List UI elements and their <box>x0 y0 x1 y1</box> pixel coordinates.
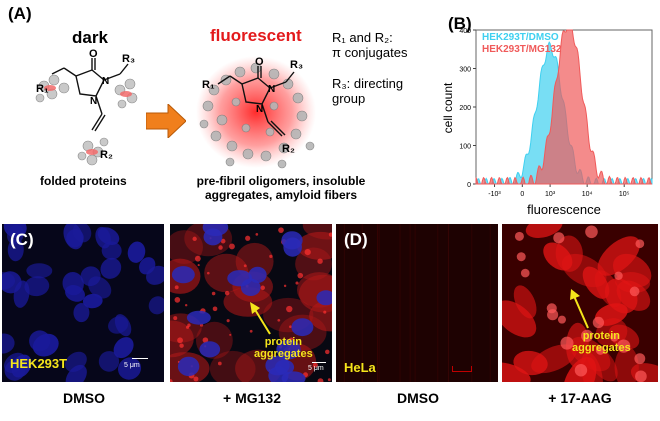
r3-legend-line2: group <box>332 91 366 106</box>
hek293t-dmso-image: (C) HEK293T 5 μm <box>2 224 164 382</box>
x-tick-label: 10⁵ <box>619 191 630 198</box>
ring-n-atom-fluor-1: N <box>268 84 275 95</box>
r2-substituent-label-fluor: R₂ <box>282 143 295 155</box>
panel-d-label: (D) <box>344 230 368 249</box>
cell-line-label-hela: HeLa <box>344 360 376 375</box>
x-tick-label: -10³ <box>488 191 501 198</box>
scale-bar-left <box>132 358 148 359</box>
carbonyl-oxygen-atom-fluor: O <box>255 56 264 68</box>
ring-n-atom-1: N <box>102 76 109 87</box>
x-axis-label: fluorescence <box>527 202 601 217</box>
r12-legend-line2: π conjugates <box>332 45 408 60</box>
scale-bar-hela <box>452 366 472 372</box>
r1-substituent-label-fluor: R₁ <box>202 79 215 91</box>
annotation-c-line1: protein <box>264 336 302 348</box>
scale-bar-text-right: 5 μm <box>308 365 324 372</box>
hela-dmso-image: (D) HeLa <box>336 224 498 382</box>
protein-aggregates-annotation-d: protein aggregates <box>572 330 631 354</box>
cell-line-label-hek293t: HEK293T <box>10 356 68 371</box>
aggregates-caption: pre-fibril oligomers, insoluble aggregat… <box>196 174 366 202</box>
y-tick-label: 200 <box>459 105 471 112</box>
hela-17aag-image: protein aggregates <box>502 224 658 382</box>
legend-mg132: HEK293T/MG132 <box>482 44 562 55</box>
annotation-c-line2: aggregates <box>254 348 313 360</box>
r1-substituent-label: R₁ <box>36 83 49 95</box>
r12-legend: R₁ and R₂: π conjugates <box>332 30 407 60</box>
hek293t-mg132-image: protein aggregates 5 μm <box>170 224 332 382</box>
y-tick-label: 0 <box>467 182 471 189</box>
panel-b-label: (B) <box>448 14 472 33</box>
aggregates-caption-line2: aggregates, amyloid fibers <box>204 188 358 202</box>
caption-17aag: + 17-AAG <box>548 390 612 406</box>
y-axis-label: cell count <box>441 82 455 133</box>
aggregates-caption-line1: pre-fibril oligomers, insoluble <box>196 174 366 188</box>
caption-dmso-d: DMSO <box>397 390 439 406</box>
annotation-d-line1: protein <box>582 330 620 342</box>
x-tick-label: 10³ <box>545 191 556 198</box>
right-arrow-icon <box>146 104 186 138</box>
r3-legend-line1: R₃: directing <box>332 76 404 91</box>
y-tick-label: 100 <box>459 144 471 151</box>
y-tick-label: 300 <box>459 67 471 74</box>
protein-aggregates-annotation-c: protein aggregates <box>254 336 313 360</box>
folded-proteins-caption: folded proteins <box>40 174 127 188</box>
x-tick-label: 10⁴ <box>582 191 593 198</box>
fluorescent-state-label: fluorescent <box>210 26 302 45</box>
caption-dmso-c: DMSO <box>63 390 105 406</box>
panel-a-label: (A) <box>8 4 32 23</box>
ring-n-atom-2: N <box>90 96 97 107</box>
carbonyl-oxygen-atom: O <box>89 48 98 60</box>
dark-chromophore-structure: O N N R₁ R₃ R₂ <box>35 48 138 166</box>
legend-dmso: HEK293T/DMSO <box>482 32 559 43</box>
annotation-arrow-icon <box>250 302 271 335</box>
caption-mg132: + MG132 <box>223 390 281 406</box>
r3-substituent-label: R₃ <box>122 53 135 65</box>
fluorescent-chromophore-structure: O N N R₁ R₃ R₂ <box>196 56 316 169</box>
histogram-series-mg132 <box>475 29 652 185</box>
r2-substituent-label: R₂ <box>100 149 113 161</box>
panel-c-label: (C) <box>10 230 34 249</box>
ring-n-atom-fluor-2: N <box>256 104 263 115</box>
dark-state-label: dark <box>72 28 108 47</box>
y-tick-label: 400 <box>459 28 471 35</box>
scale-bar-right <box>312 362 326 363</box>
annotation-arrow-icon-d <box>570 289 589 329</box>
scale-bar-text-left: 5 μm <box>124 362 140 369</box>
r3-substituent-label-fluor: R₃ <box>290 59 303 71</box>
r12-legend-line1: R₁ and R₂: <box>332 30 393 45</box>
annotation-d-line2: aggregates <box>572 342 631 354</box>
x-tick-label: 0 <box>520 191 524 198</box>
r3-legend: R₃: directing group <box>332 76 403 106</box>
